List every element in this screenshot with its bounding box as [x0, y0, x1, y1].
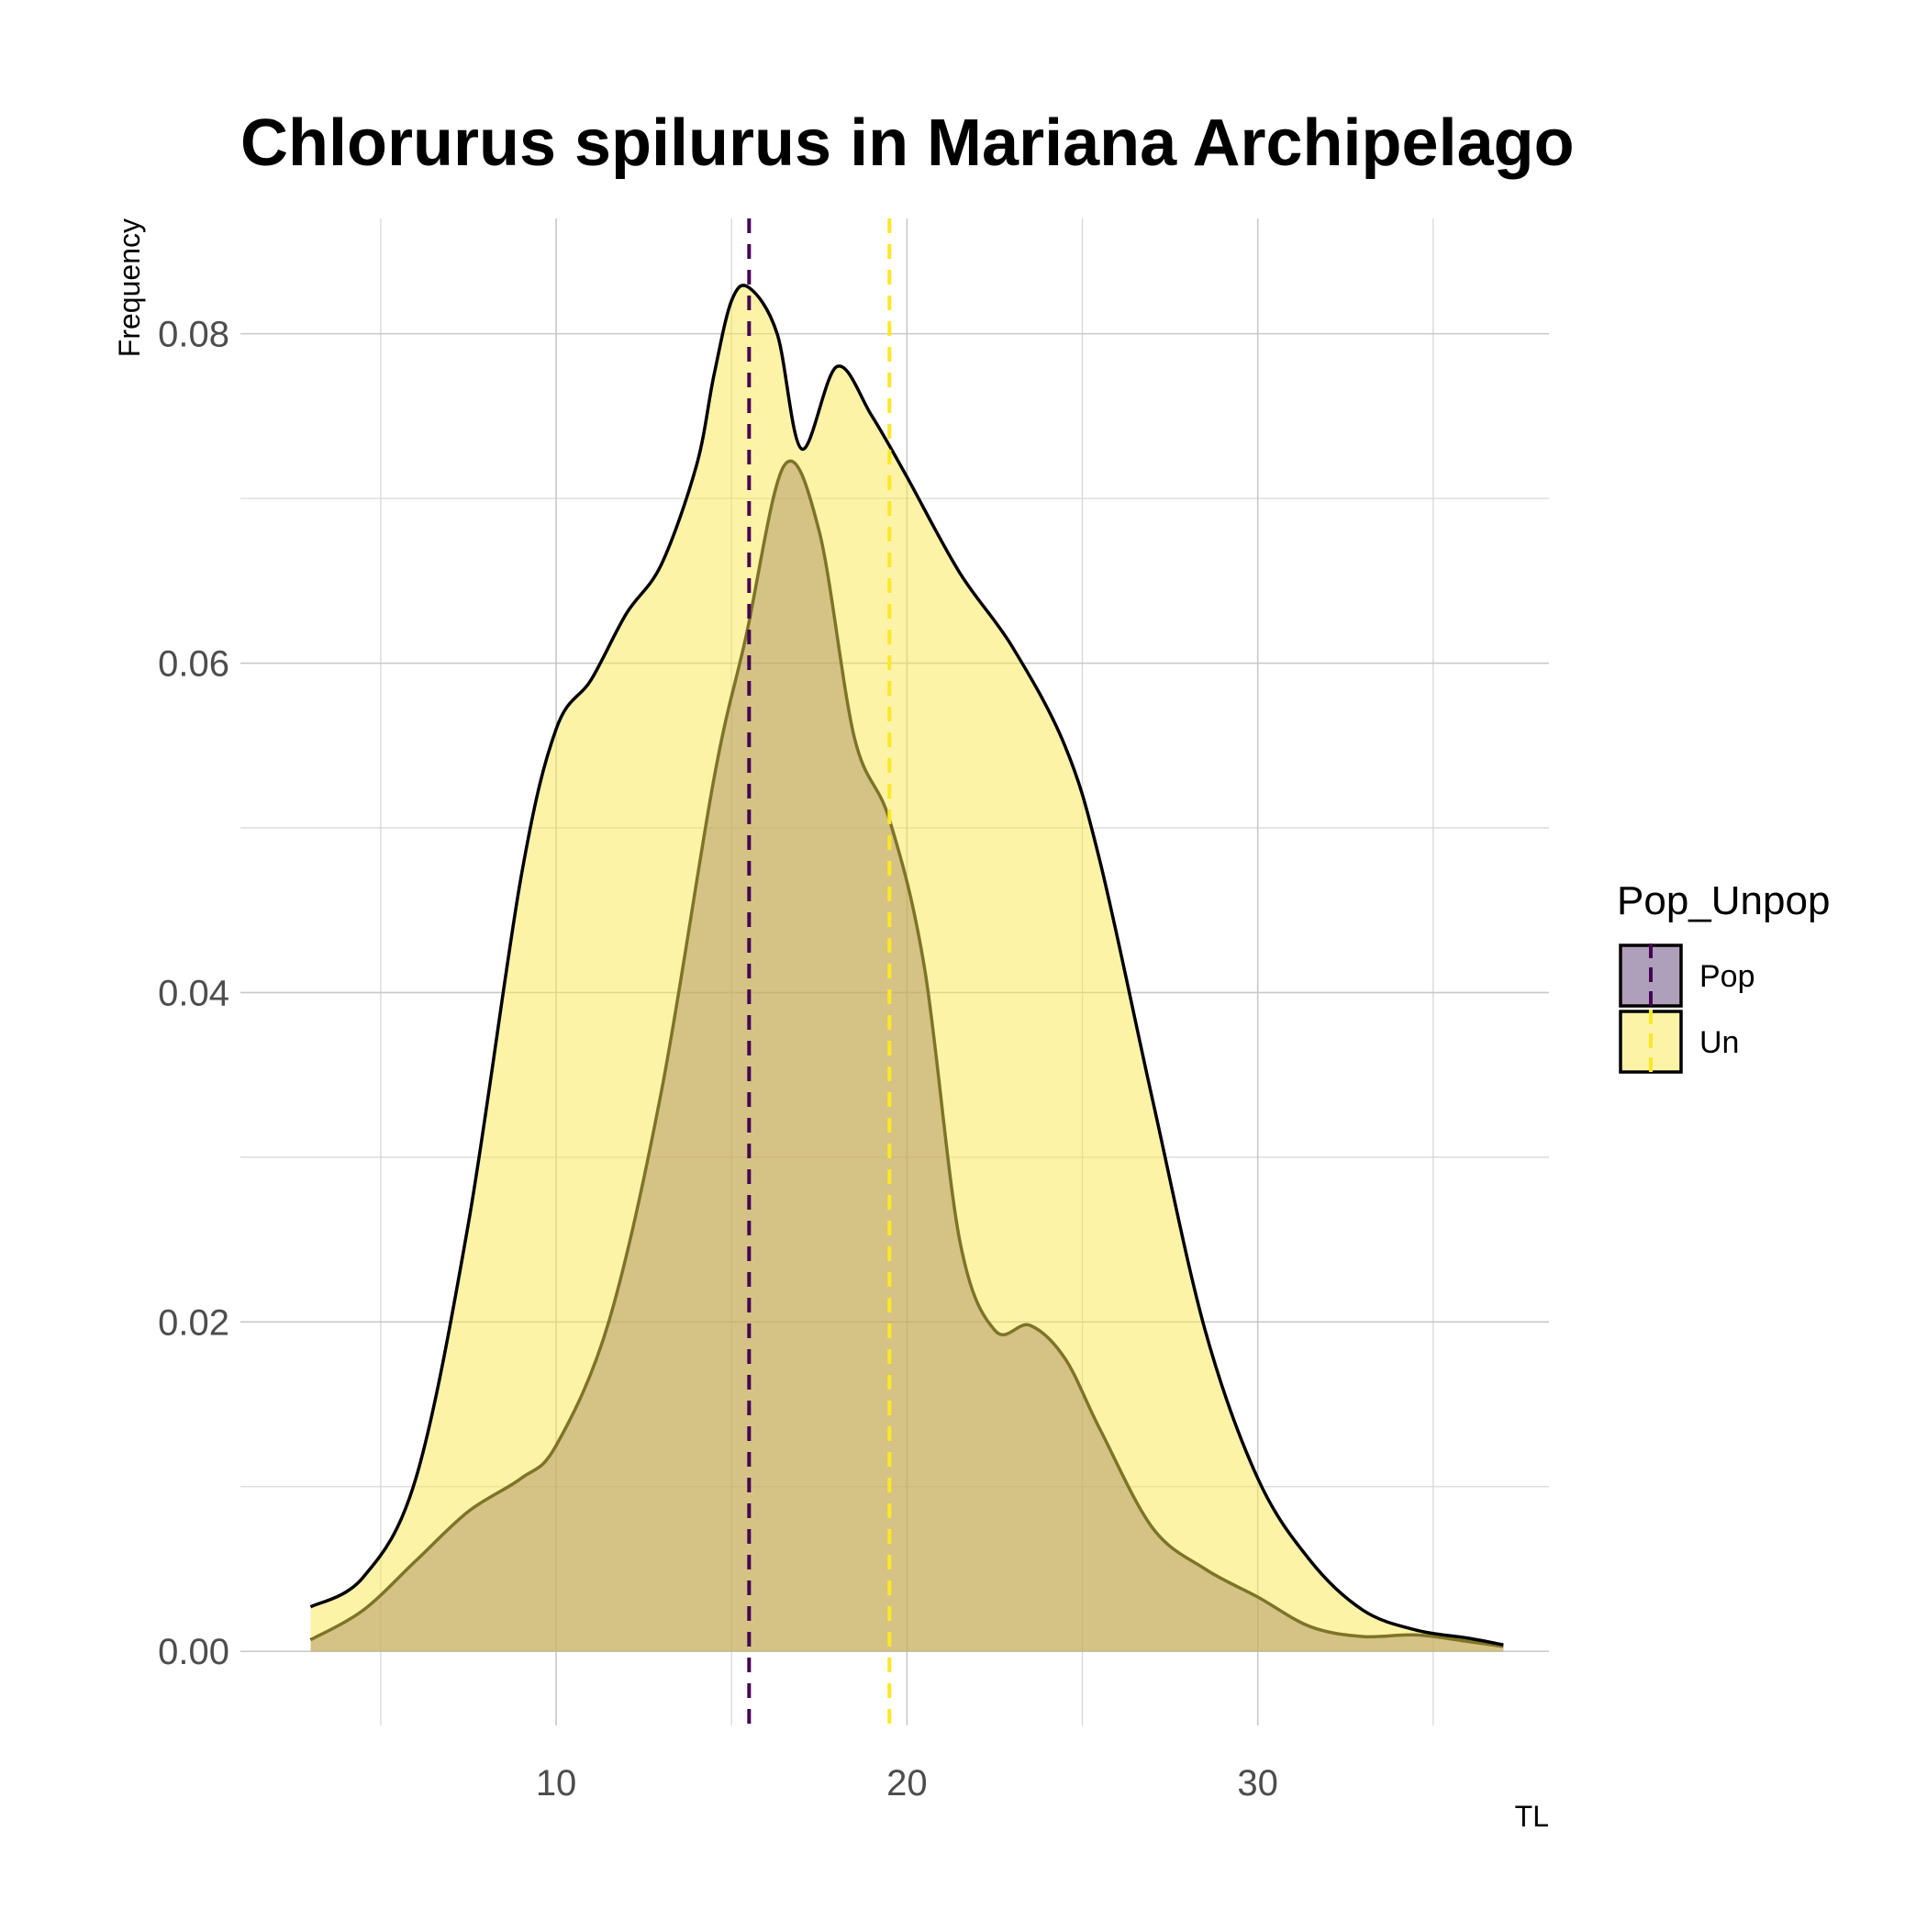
legend-item-un: Un	[1619, 1010, 1739, 1074]
legend-item-pop: Pop	[1619, 944, 1755, 1008]
legend-label-un: Un	[1699, 1025, 1739, 1060]
y-tick-label: 0.02	[158, 1302, 229, 1343]
legend-title: Pop_Unpop	[1617, 878, 1830, 923]
y-tick-label: 0.00	[158, 1632, 229, 1672]
chart-title: Chlorurus spilurus in Mariana Archipelag…	[240, 106, 1575, 180]
legend-items: Pop Un	[1619, 944, 1755, 1074]
x-axis-ticks: 10 20 30	[536, 1763, 1278, 1804]
series-layer	[309, 284, 1504, 1652]
y-tick-label: 0.06	[158, 644, 229, 685]
mean-lines	[747, 218, 892, 1725]
y-axis-ticks: 0.00 0.02 0.04 0.06 0.08	[158, 315, 229, 1673]
density-line-un	[309, 284, 1504, 1647]
x-tick-label: 30	[1237, 1763, 1278, 1804]
legend: Pop_Unpop Pop Un	[1617, 878, 1830, 1074]
y-tick-label: 0.04	[158, 973, 229, 1013]
y-axis-label: Frequency	[113, 218, 146, 357]
x-tick-label: 10	[536, 1763, 577, 1804]
legend-label-pop: Pop	[1699, 959, 1755, 994]
density-area-un	[310, 285, 1504, 1652]
x-tick-label: 20	[886, 1763, 928, 1804]
x-axis-label: TL	[1515, 1800, 1549, 1833]
y-tick-label: 0.08	[158, 315, 229, 355]
